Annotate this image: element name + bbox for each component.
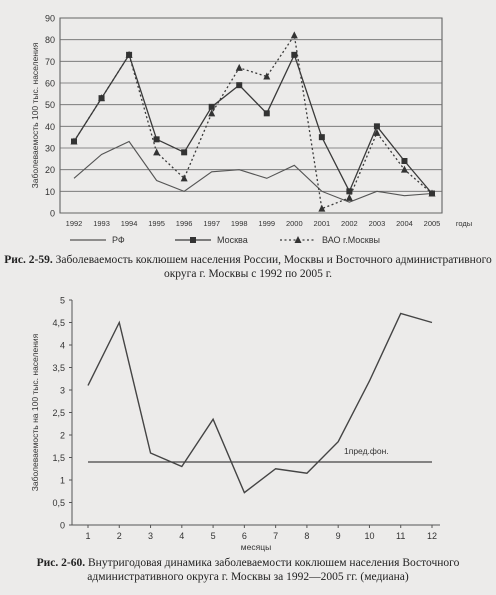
caption-text: Заболеваемость коклюшем населения России… — [55, 254, 492, 280]
chart-incidence-1992-2005: 0 10 20 30 40 50 60 70 80 90 1992 1993 1994 1995 1996 1… — [30, 14, 472, 246]
y-tick-label: 2,5 — [52, 408, 65, 418]
legend-label: ВАО г.Москвы — [322, 235, 380, 245]
y-tick-label: 10 — [45, 187, 55, 197]
legend-marker — [190, 237, 196, 243]
x-tick-label: 7 — [273, 531, 278, 541]
series-line — [73, 140, 433, 203]
x-tick-label: 6 — [242, 531, 247, 541]
x-axis-label: месяцы — [241, 542, 271, 552]
x-tick-label: 2001 — [314, 219, 331, 228]
x-tick-label: 1994 — [121, 219, 138, 228]
y-tick-label: 40 — [45, 122, 55, 132]
x-tick-label: 10 — [364, 531, 374, 541]
legend-label: РФ — [112, 235, 125, 245]
y-tick-label: 5 — [60, 296, 65, 306]
y-tick-label: 3 — [60, 386, 65, 396]
caption-figure-2-60: Рис. 2-60. Внутригодовая динамика заболе… — [0, 556, 496, 584]
y-tick-label: 90 — [45, 14, 55, 24]
y-tick-label: 4 — [60, 341, 65, 351]
data-point — [373, 123, 380, 130]
x-tick-label: 1992 — [66, 219, 83, 228]
x-tick-label: 1999 — [258, 219, 275, 228]
data-point — [290, 31, 298, 39]
data-point — [263, 72, 271, 80]
caption-text: Внутригодовая динамика заболеваемости ко… — [87, 557, 460, 583]
data-point — [208, 103, 215, 110]
x-tick-label: 5 — [211, 531, 216, 541]
x-tick-label: 1 — [85, 531, 90, 541]
y-tick-label: 50 — [45, 100, 55, 110]
x-axis-label: годы — [456, 219, 472, 228]
data-point — [208, 109, 216, 117]
x-tick-label: 9 — [336, 531, 341, 541]
legend-label: Москва — [217, 235, 248, 245]
x-tick-label: 1993 — [93, 219, 110, 228]
y-tick-label: 3,5 — [52, 363, 65, 373]
data-point — [235, 63, 243, 71]
x-tick-label: 2002 — [341, 219, 358, 228]
chart-monthly-dynamics: 00,511,522,533,544,551 2 3 4 5 6 7 8 9 10 11 12меся… — [30, 296, 440, 552]
data-point — [346, 188, 353, 195]
x-tick-label: 2005 — [424, 219, 441, 228]
y-tick-label: 0 — [50, 209, 55, 219]
data-point — [180, 174, 188, 182]
x-tick-label: 2004 — [396, 219, 413, 228]
y-tick-label: 60 — [45, 79, 55, 89]
caption-figure-2-59: Рис. 2-59. Заболеваемость коклюшем насел… — [0, 253, 496, 281]
data-point — [236, 82, 243, 89]
y-axis-label: Заболеваемость на 100 тыс. населения — [30, 333, 40, 491]
data-point — [181, 149, 188, 156]
y-tick-label: 0 — [60, 521, 65, 531]
data-point — [98, 94, 106, 102]
x-tick-label: 1997 — [203, 219, 220, 228]
x-tick-label: 2003 — [369, 219, 386, 228]
y-axis-label: Заболеваемость 100 тыс. населения — [30, 42, 40, 188]
data-point — [401, 158, 408, 164]
x-tick-label: 12 — [427, 531, 437, 541]
data-point — [291, 51, 298, 58]
data-point — [153, 136, 160, 143]
data-point — [125, 50, 133, 58]
y-tick-label: 1,5 — [52, 453, 65, 463]
y-tick-label: 0,5 — [52, 498, 65, 508]
y-tick-label: 2 — [60, 431, 65, 441]
x-tick-label: 3 — [148, 531, 153, 541]
caption-label: Рис. 2-59. — [4, 254, 53, 266]
data-point — [400, 165, 408, 173]
x-tick-label: 8 — [304, 531, 309, 541]
data-point — [345, 193, 353, 201]
y-tick-label: 20 — [45, 165, 55, 175]
reference-line-label: 1пред.фон. — [344, 446, 389, 456]
series-line — [87, 312, 433, 494]
data-point — [428, 189, 436, 197]
y-tick-label: 30 — [45, 144, 55, 154]
x-tick-label: 1995 — [148, 219, 165, 228]
legend-marker — [294, 236, 302, 243]
x-tick-label: 11 — [396, 531, 405, 541]
y-tick-label: 1 — [60, 476, 65, 486]
x-tick-label: 2 — [117, 531, 122, 541]
data-point — [318, 204, 326, 212]
y-tick-label: 4,5 — [52, 318, 65, 328]
data-point — [318, 134, 325, 141]
series-line — [73, 33, 433, 210]
y-tick-label: 70 — [45, 57, 55, 67]
data-point — [70, 137, 78, 145]
x-tick-label: 2000 — [286, 219, 303, 228]
plot-frame — [59, 17, 443, 214]
x-tick-label: 4 — [179, 531, 184, 541]
data-point — [263, 110, 270, 117]
x-tick-label: 1996 — [176, 219, 193, 228]
x-tick-label: 1998 — [231, 219, 248, 228]
caption-label: Рис. 2-60. — [36, 557, 86, 569]
data-point — [153, 148, 161, 156]
y-tick-label: 80 — [45, 35, 55, 45]
data-point — [373, 128, 381, 136]
